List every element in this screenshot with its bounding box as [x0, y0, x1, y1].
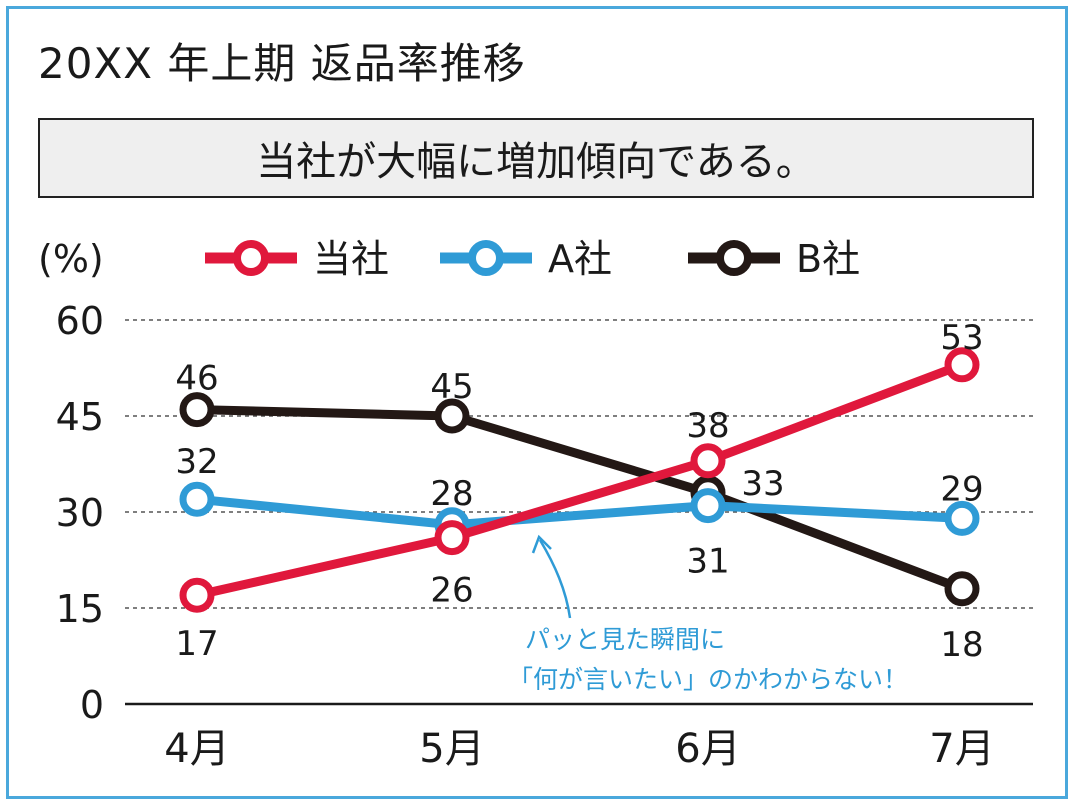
chart-legend: 当社 A社 B社	[205, 237, 860, 281]
data-label-ours: 38	[686, 406, 729, 446]
data-label-a: 29	[940, 469, 983, 509]
data-label-a: 32	[175, 442, 218, 482]
annotation-arrow	[538, 539, 572, 619]
chart-subtitle: 当社が大幅に増加傾向である。	[38, 118, 1034, 198]
data-point-b	[944, 571, 980, 607]
data-label-b: 45	[430, 367, 473, 407]
y-tick-label: 60	[56, 299, 104, 343]
data-label-ours: 26	[430, 571, 473, 611]
data-point-a	[690, 488, 726, 524]
x-tick-label: 7月	[929, 726, 994, 772]
legend-label-a: A社	[548, 237, 612, 281]
gridlines	[125, 319, 1033, 706]
series-line-ours	[196, 360, 964, 600]
data-point-b	[434, 398, 470, 434]
legend-marker-b	[716, 240, 752, 276]
data-label-b: 18	[940, 625, 983, 665]
series-lines	[179, 347, 980, 613]
series-line-b	[196, 405, 964, 594]
legend-marker-a	[468, 240, 504, 276]
y-tick-label: 0	[80, 683, 104, 727]
y-axis-unit-label: (%)	[38, 237, 104, 281]
y-axis-ticks: 60 45 30 15 0	[56, 299, 104, 727]
series-line-a	[196, 494, 963, 530]
data-point-ours	[434, 520, 470, 556]
data-label-a: 28	[430, 474, 473, 514]
data-labels: 17 26 38 53 32 28 31 29 46 45 33 18	[175, 318, 983, 665]
data-label-b: 46	[175, 359, 218, 399]
data-point-ours	[690, 443, 726, 479]
chart-title: 20XX 年上期 返品率推移	[38, 39, 526, 88]
annotation-arrowhead	[531, 534, 552, 554]
data-label-ours: 53	[940, 318, 983, 358]
legend-label-ours: 当社	[313, 237, 389, 281]
x-tick-label: 4月	[164, 726, 229, 772]
data-label-b: 33	[741, 464, 784, 504]
x-tick-label: 6月	[675, 726, 740, 772]
data-point-a	[179, 481, 215, 517]
y-tick-label: 15	[56, 587, 104, 631]
annotation-text: パッと見た瞬間に	[525, 625, 725, 654]
annotation-note: パッと見た瞬間に「何が言いたい」のかわからない！	[508, 534, 908, 694]
y-tick-label: 45	[56, 395, 104, 439]
data-label-ours: 17	[175, 624, 218, 664]
legend-marker-ours	[233, 240, 269, 276]
data-point-a	[944, 500, 980, 536]
legend-label-b: B社	[796, 237, 860, 281]
y-tick-label: 30	[56, 491, 104, 535]
data-point-ours	[179, 577, 215, 613]
x-tick-label: 5月	[419, 726, 484, 772]
annotation-text: 「何が言いたい」のかわからない！	[508, 665, 908, 694]
data-label-a: 31	[686, 542, 729, 582]
data-point-ours	[944, 347, 980, 383]
x-axis-ticks: 4月 5月 6月 7月	[164, 726, 994, 772]
data-point-b	[179, 392, 215, 428]
